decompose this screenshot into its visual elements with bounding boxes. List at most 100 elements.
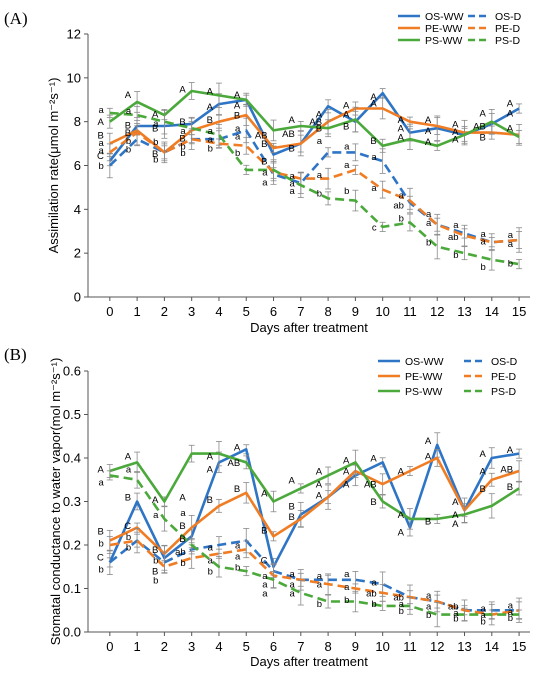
- significance-letter: A: [425, 137, 432, 148]
- legend-label: PS-D: [495, 35, 521, 47]
- significance-letter: B: [152, 567, 158, 578]
- significance-letter: A: [179, 493, 186, 504]
- x-axis-title: Days after treatment: [250, 320, 368, 335]
- x-tick-label: 8: [324, 304, 331, 319]
- significance-letter: b: [153, 556, 158, 567]
- significance-letter: a: [508, 601, 514, 612]
- significance-letter: B: [179, 534, 185, 545]
- x-tick-label: 15: [512, 304, 526, 319]
- x-tick-label: 0: [106, 639, 113, 654]
- significance-letter: a: [399, 191, 405, 202]
- significance-letter: b: [399, 606, 404, 617]
- significance-letter: a: [426, 218, 432, 229]
- significance-letter: b: [344, 595, 349, 606]
- significance-letter: B: [425, 517, 431, 528]
- x-tick-label: 9: [352, 304, 359, 319]
- x-tick-label: 1: [133, 639, 140, 654]
- x-tick-label: 9: [352, 639, 359, 654]
- y-tick-label: 0.2: [63, 538, 81, 553]
- significance-letter: b: [126, 145, 131, 156]
- x-tick-label: 15: [512, 639, 526, 654]
- significance-letter: A: [507, 124, 514, 135]
- significance-letter: b: [180, 141, 185, 152]
- significance-letter: a: [426, 209, 432, 220]
- significance-letter: a: [290, 171, 296, 182]
- legend-label: PE-WW: [425, 23, 462, 35]
- significance-letter: a: [235, 551, 241, 562]
- legend-label: PE-D: [495, 23, 521, 35]
- significance-letter: A: [261, 488, 268, 499]
- significance-letter: a: [344, 582, 350, 593]
- significance-letter: B: [234, 111, 240, 122]
- series-ps-ww: [106, 441, 523, 530]
- significance-letter: a: [235, 541, 241, 552]
- significance-letter: a: [208, 126, 214, 137]
- x-tick-label: 8: [324, 639, 331, 654]
- significance-letter: a: [344, 569, 350, 580]
- significance-letter: AB: [255, 130, 268, 141]
- significance-letter: b: [153, 575, 158, 586]
- significance-letter: A: [452, 119, 459, 130]
- legend: OS-WW OS-D PE-WW PE-D PS-WW PS-D: [378, 356, 518, 398]
- x-tick-label: 14: [485, 304, 499, 319]
- y-tick-label: 2: [74, 246, 81, 261]
- x-tick-label: 3: [188, 304, 195, 319]
- x-tick-label: 12: [430, 639, 444, 654]
- significance-letter: A: [179, 84, 186, 95]
- y-tick-label: 0.0: [63, 625, 81, 640]
- significance-letter: A: [398, 115, 405, 126]
- y-tick-label: 0.5: [63, 407, 81, 422]
- significance-letter: a: [99, 105, 105, 116]
- series-line-ps-ww: [109, 452, 520, 521]
- significance-letter: A: [316, 490, 323, 501]
- y-tick-label: 10: [67, 70, 81, 85]
- significance-letter: C: [124, 521, 131, 532]
- legend-label: PE-D: [491, 371, 517, 383]
- significance-letter: a: [453, 608, 459, 619]
- x-tick-label: 2: [161, 639, 168, 654]
- x-tick-label: 14: [485, 639, 499, 654]
- significance-letter: A: [152, 495, 159, 506]
- significance-letter: a: [344, 141, 350, 152]
- significance-letter: a: [290, 580, 296, 591]
- significance-letter: A: [507, 108, 514, 119]
- legend-label: PE-WW: [405, 371, 442, 383]
- significance-letter: AB: [500, 464, 513, 475]
- significance-letter: a: [126, 464, 132, 475]
- significance-letter: a: [262, 588, 268, 599]
- significance-letter: b: [453, 614, 458, 625]
- significance-letter: B: [152, 149, 158, 160]
- significance-letter: A: [398, 467, 405, 478]
- significance-letter: a: [317, 170, 323, 181]
- significance-letter: a: [508, 607, 514, 618]
- significance-letter: A: [316, 467, 323, 478]
- x-tick-label: 6: [270, 639, 277, 654]
- x-tick-label: 10: [375, 639, 389, 654]
- significance-letter: B: [316, 124, 322, 135]
- significance-letter: b: [371, 599, 376, 610]
- y-tick-label: 12: [67, 27, 81, 42]
- significance-letter: A: [452, 135, 459, 146]
- series-line-ps-d: [109, 111, 520, 266]
- significance-letter: A: [343, 456, 350, 467]
- chart-panel-b: (B)0.00.10.20.30.40.50.60 1 2 3 4 5 6 7 8 9 10 11 12…: [4, 345, 530, 669]
- significance-letter: B: [479, 484, 485, 495]
- significance-letter: a: [126, 106, 132, 117]
- significance-letter: ab: [175, 547, 186, 558]
- y-tick-label: 8: [74, 114, 81, 129]
- significance-letter: B: [179, 521, 185, 532]
- significance-letter: A: [370, 92, 377, 103]
- significance-letter: a: [208, 556, 214, 567]
- significance-letter: a: [344, 160, 350, 171]
- y-tick-label: 4: [74, 202, 81, 217]
- significance-letter: B: [479, 133, 485, 144]
- x-tick-label: 5: [243, 639, 250, 654]
- significance-letter: A: [97, 117, 104, 128]
- x-tick-label: 6: [270, 304, 277, 319]
- significance-letter: A: [507, 99, 514, 110]
- significance-letter: A: [125, 451, 132, 462]
- significance-letter: a: [371, 152, 377, 163]
- significance-letter: b: [481, 617, 486, 628]
- significance-letter: A: [97, 464, 104, 475]
